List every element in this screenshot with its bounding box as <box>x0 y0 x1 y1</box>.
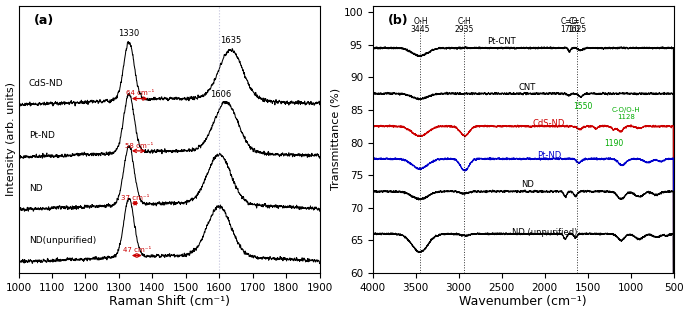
Text: Pt-ND: Pt-ND <box>537 151 561 160</box>
Text: ND(unpurified): ND(unpurified) <box>29 236 96 245</box>
Y-axis label: Intensity (arb. units): Intensity (arb. units) <box>6 82 16 196</box>
Text: ND: ND <box>29 184 42 193</box>
Text: 1330: 1330 <box>119 29 140 38</box>
Text: 58 cm⁻¹: 58 cm⁻¹ <box>125 143 153 149</box>
Text: ND (unpurified): ND (unpurified) <box>512 228 577 237</box>
Text: Pt-ND: Pt-ND <box>29 132 54 140</box>
Y-axis label: Transmittance (%): Transmittance (%) <box>331 88 340 190</box>
Text: 3445: 3445 <box>411 25 430 34</box>
Text: 1550: 1550 <box>574 102 593 111</box>
Text: C-H: C-H <box>457 17 471 26</box>
Text: Pt-CNT: Pt-CNT <box>487 37 516 46</box>
Text: 1625: 1625 <box>567 25 586 34</box>
Text: C-O/O-H
1128: C-O/O-H 1128 <box>612 107 641 120</box>
Text: CdS-ND: CdS-ND <box>29 79 63 88</box>
X-axis label: Wavenumber (cm⁻¹): Wavenumber (cm⁻¹) <box>460 295 587 308</box>
Text: 2935: 2935 <box>455 25 474 34</box>
Text: 1635: 1635 <box>220 36 242 45</box>
Text: (a): (a) <box>34 14 54 27</box>
X-axis label: Raman Shift (cm⁻¹): Raman Shift (cm⁻¹) <box>109 295 229 308</box>
Text: O-H: O-H <box>413 17 428 26</box>
Text: C=O: C=O <box>561 17 578 26</box>
Text: 37 cm⁻¹: 37 cm⁻¹ <box>121 195 150 201</box>
Text: 47 cm⁻¹: 47 cm⁻¹ <box>123 247 151 253</box>
Text: ND: ND <box>521 181 534 189</box>
Text: 64 cm⁻¹: 64 cm⁻¹ <box>125 90 154 96</box>
Text: 1710: 1710 <box>560 25 579 34</box>
Text: 1190: 1190 <box>605 139 624 148</box>
Text: CNT: CNT <box>519 83 536 92</box>
Text: CdS-ND: CdS-ND <box>533 118 565 127</box>
Text: 1606: 1606 <box>211 90 232 99</box>
Text: C=C: C=C <box>568 17 586 26</box>
Text: (b): (b) <box>388 14 409 27</box>
